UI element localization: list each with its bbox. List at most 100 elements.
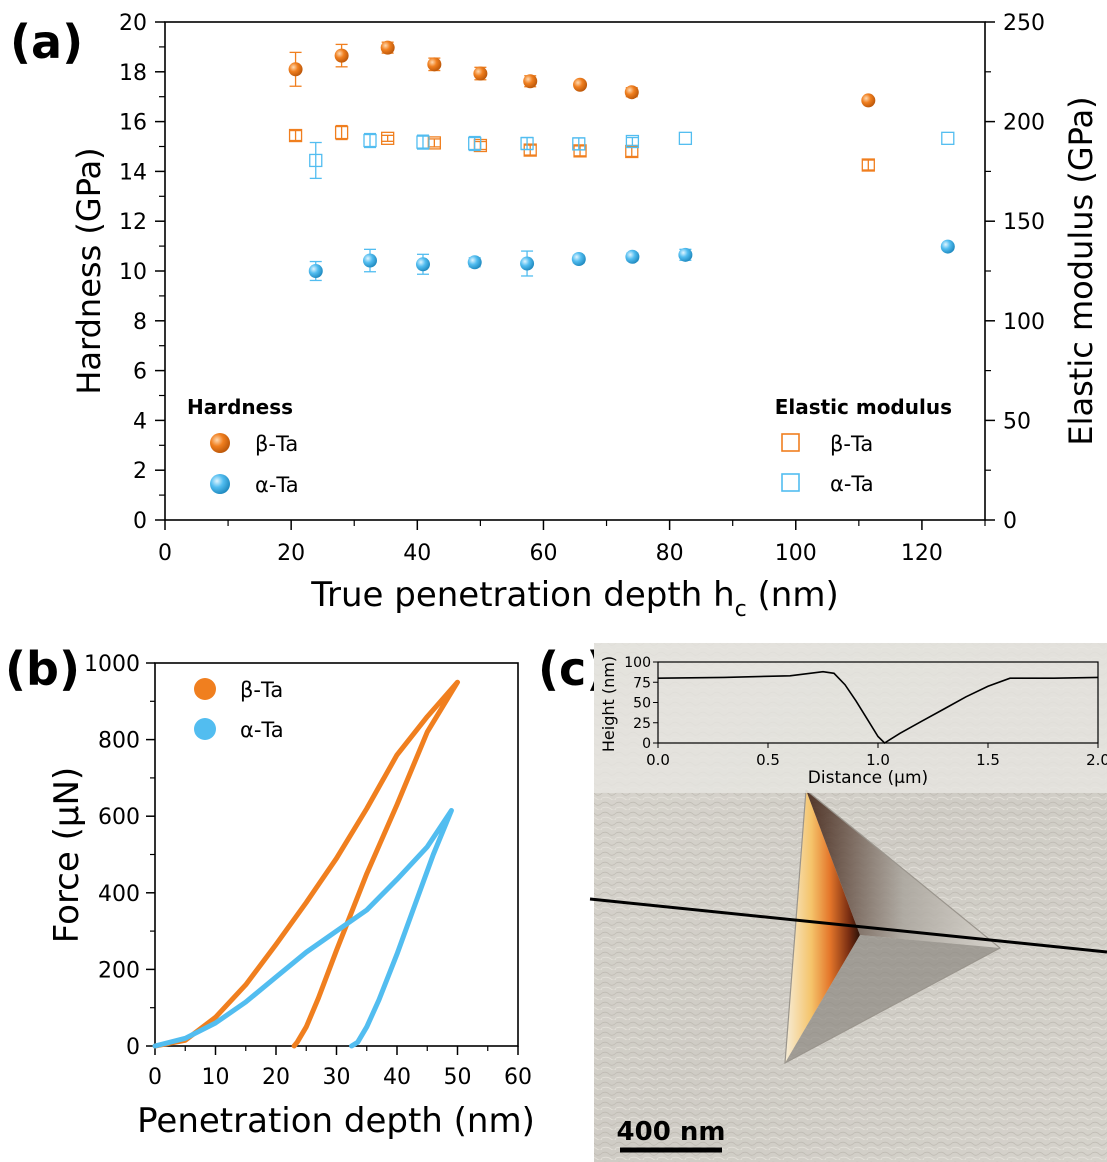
inset-y-tick-label: 75	[633, 675, 651, 691]
legend-b-alpha-marker	[194, 718, 216, 740]
y-tick-label-b: 0	[126, 1035, 140, 1060]
x-tick-label-a: 120	[901, 541, 943, 566]
y2-tick-label-a: 250	[1003, 11, 1045, 36]
y-tick-label-a: 2	[133, 459, 147, 484]
legend-hardness-alpha-label: α-Ta	[255, 473, 299, 497]
modulus-point-beta	[573, 144, 587, 158]
inset-y-tick-label: 25	[633, 716, 651, 732]
x-axis-title-b: Penetration depth (nm)	[137, 1101, 535, 1141]
y-tick-label-a: 0	[133, 509, 147, 534]
height-profile-line	[657, 670, 1099, 745]
hardness-point-beta	[334, 48, 349, 63]
legend-modulus-beta-marker	[781, 433, 800, 452]
modulus-point-beta	[288, 128, 303, 143]
modulus-point-alpha	[520, 136, 534, 151]
y-tick-label-b: 800	[98, 729, 140, 754]
inset-x-tick-label: 1.0	[866, 751, 890, 769]
y-tick-label-b: 1000	[84, 652, 140, 677]
legend-modulus-alpha-label: α-Ta	[830, 472, 874, 496]
y-tick-label-a: 10	[119, 260, 147, 285]
legend-modulus-title: Elastic modulus	[775, 395, 952, 419]
hardness-point-beta	[523, 74, 538, 89]
x-tick-label-b: 60	[504, 1065, 532, 1090]
hardness-point-alpha	[940, 239, 955, 254]
inset-x-tick-label: 1.5	[976, 751, 1000, 769]
inset-x-axis: 0.0 0.5 1.0 1.5 2.0	[646, 743, 1107, 769]
hardness-point-beta	[288, 62, 303, 77]
y-tick-label-a: 8	[133, 310, 147, 335]
hardness-point-beta	[473, 66, 488, 81]
modulus-point-beta	[381, 131, 395, 145]
x-tick-label-a: 0	[158, 541, 172, 566]
y-tick-label-b: 200	[98, 958, 140, 983]
x-tick-label-a: 40	[403, 541, 431, 566]
y-tick-label-a: 12	[119, 210, 147, 235]
y2-tick-label-a: 200	[1003, 111, 1045, 136]
hardness-point-alpha	[467, 255, 482, 270]
x-tick-label-a: 60	[529, 541, 557, 566]
hardness-point-alpha	[363, 253, 377, 268]
legend-modulus-alpha-marker	[781, 473, 800, 492]
modulus-point-alpha	[309, 153, 323, 168]
x-axis-b: 0 10 20 30 40 50 60	[148, 1046, 532, 1090]
modulus-point-alpha	[416, 135, 430, 149]
y-tick-label-a: 6	[133, 360, 147, 385]
hardness-point-alpha	[308, 264, 323, 278]
data-marks-a	[288, 40, 955, 282]
y-tick-label-a: 16	[119, 111, 147, 136]
x-tick-label-b: 40	[383, 1065, 411, 1090]
x-tick-label-b: 0	[148, 1065, 162, 1090]
inset-y-tick-label: 100	[624, 655, 651, 671]
x-tick-label-b: 50	[444, 1065, 472, 1090]
y-tick-label-b: 400	[98, 882, 140, 907]
y-axis-b: 0 200 400 600 800 1000	[84, 652, 155, 1060]
y2-tick-label-a: 50	[1003, 409, 1031, 434]
x-tick-label-b: 20	[262, 1065, 290, 1090]
x-axis-title-a: True penetration depth hc (nm)	[310, 575, 839, 622]
y2-tick-label-a: 100	[1003, 310, 1045, 335]
y2-axis-title-a: Elastic modulus (GPa)	[1062, 96, 1100, 445]
x-axis-a: 0 20 40 60 80 100 120	[158, 520, 986, 566]
load-displacement-chart: 0 10 20 30 40 50 60 0 200 400 600 800 1000 Penetrat…	[47, 652, 535, 1141]
inset-profile	[657, 670, 1099, 745]
y-tick-label-a: 18	[119, 61, 147, 86]
modulus-point-alpha	[625, 134, 640, 149]
y-axis-title-b: Force (μN)	[47, 767, 87, 943]
x-tick-label-a: 20	[277, 541, 305, 566]
hardness-point-alpha	[625, 249, 640, 264]
panel-label-b: (b)	[5, 642, 80, 696]
legend-hardness-alpha-marker	[210, 474, 230, 494]
x-tick-label-a: 80	[656, 541, 684, 566]
y-axis-title-a: Hardness (GPa)	[70, 147, 108, 394]
modulus-point-alpha	[678, 131, 693, 145]
hardness-point-beta	[624, 85, 639, 100]
x-tick-label-a: 100	[775, 541, 817, 566]
load-curve-beta	[152, 679, 460, 1049]
x-tick-label-b: 10	[202, 1065, 230, 1090]
load-curve-alpha	[152, 808, 454, 1049]
hardness-modulus-chart: 0 20 40 60 80 100 120 0 2 4 6 8 10 12 14 16 18 20 0 50 100…	[70, 11, 1100, 622]
hardness-point-beta	[427, 57, 442, 72]
y-tick-label-b: 600	[98, 805, 140, 830]
scale-bar-label: 400 nm	[617, 1117, 726, 1147]
hardness-point-alpha	[678, 247, 693, 262]
legend-b-alpha-label: α-Ta	[240, 718, 284, 742]
modulus-point-alpha	[468, 136, 482, 151]
afm-image-panel: 400 nm 0.0 0.5 1.0 1.5 2.0 0 25 50 75 100 Distan…	[589, 643, 1107, 1162]
panel-label-a: (a)	[10, 15, 83, 69]
hardness-point-alpha	[571, 252, 586, 267]
inset-y-tick-label: 50	[633, 696, 651, 712]
modulus-point-alpha	[363, 133, 377, 148]
inset-x-tick-label: 2.0	[1086, 751, 1107, 769]
y2-tick-label-a: 0	[1003, 509, 1017, 534]
indent-lower-face	[785, 935, 1000, 1063]
hardness-point-alpha	[415, 257, 430, 272]
x-tick-label-b: 30	[323, 1065, 351, 1090]
inset-x-axis-title: Distance (μm)	[808, 768, 928, 788]
modulus-point-alpha	[941, 131, 955, 145]
modulus-point-beta	[334, 125, 349, 140]
hardness-point-beta	[861, 93, 876, 108]
legend-modulus-beta-label: β-Ta	[830, 432, 873, 456]
profile-line	[589, 897, 1107, 954]
